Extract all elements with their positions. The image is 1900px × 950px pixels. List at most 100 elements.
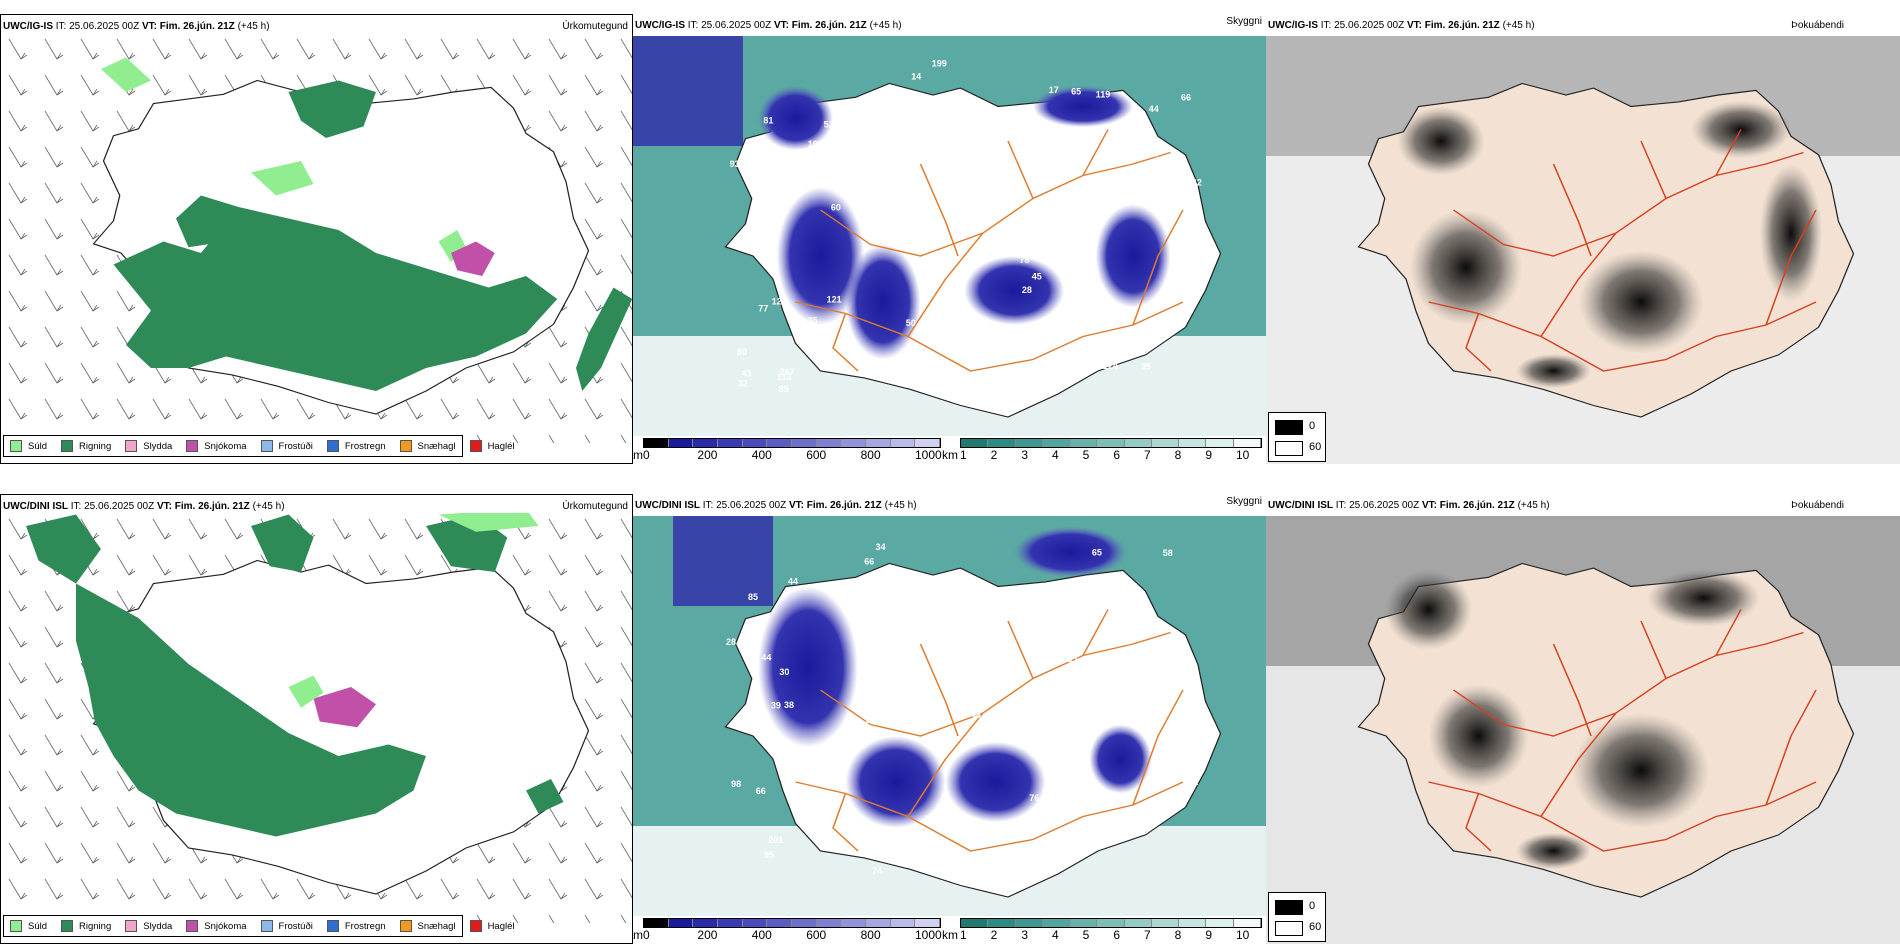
- legend-label: Slydda: [143, 920, 173, 932]
- legend-swatch: [326, 920, 339, 932]
- ceiling-value-label: 27: [756, 188, 766, 198]
- ceiling-value-label: 209: [957, 151, 972, 161]
- precip-title-row1: Úrkomutegund: [562, 21, 628, 32]
- cloud-header-row2: UWC/DINI ISL IT: 25.06.2025 00Z VT: Fim.…: [635, 500, 917, 511]
- legend-label: Rigning: [79, 920, 112, 932]
- ceiling-value-label: 107: [991, 613, 1006, 623]
- ceiling-value-label: 57: [918, 715, 928, 725]
- ceiling-blob: [945, 741, 1046, 823]
- legend-swatch: [186, 440, 199, 452]
- cloud-map-row1: 35 27 44 35 59 267 173 209 122 47 80 80 36 86 106 81 14 6…: [633, 36, 1266, 436]
- colorbar-tick: 7: [1144, 928, 1151, 942]
- visibility-unit: km: [942, 928, 958, 942]
- fog-header-row1: UWC/IG-IS IT: 25.06.2025 00Z VT: Fim. 26…: [1268, 20, 1535, 31]
- ceiling-value-label: 85: [748, 592, 758, 602]
- cloud-header-row1: UWC/IG-IS IT: 25.06.2025 00Z VT: Fim. 26…: [635, 20, 902, 31]
- colorbar-segment: [1233, 919, 1261, 927]
- fog-blob: [1516, 353, 1591, 389]
- ceiling-blob: [1089, 724, 1152, 794]
- legend-item: Snjókoma: [186, 920, 247, 932]
- colorbar-segment: [1015, 919, 1043, 927]
- ceiling-value-label: 42: [1068, 656, 1078, 666]
- ceiling-blob: [1014, 526, 1127, 578]
- rain-area-offshore: [576, 287, 632, 391]
- precip-legend-row1: Súld Rigning Slydda Snjókoma Frostúði Fr…: [3, 435, 515, 457]
- legend-label: Súld: [28, 920, 48, 932]
- snow-area: [451, 241, 495, 276]
- ceiling-value-label: 124: [1103, 361, 1118, 371]
- ceiling-value-label: 56: [994, 864, 1004, 874]
- legend-swatch: [125, 920, 138, 932]
- fog-panel-row1: UWC/IG-IS IT: 25.06.2025 00Z VT: Fim. 26…: [1266, 14, 1900, 464]
- rain-area: [288, 80, 376, 138]
- legend-swatch: [125, 440, 138, 452]
- legend-label: Snjókoma: [204, 440, 247, 452]
- ceiling-blob: [845, 736, 946, 828]
- colorbar-tick: 1000: [915, 928, 942, 942]
- legend-swatch: [260, 920, 273, 932]
- drizzle-area: [288, 675, 324, 708]
- ceiling-value-label: 65: [1092, 548, 1102, 558]
- colorbar-segment: [841, 439, 867, 447]
- ceiling-value-label: 953: [937, 576, 952, 586]
- ceiling-value-label: 44: [1048, 618, 1058, 628]
- legend-item: Snæhagl: [399, 440, 456, 452]
- colorbar-tick: 2: [990, 448, 998, 462]
- ceiling-value-label: 42: [1173, 160, 1183, 170]
- colorbar-segment: [644, 439, 669, 447]
- visibility-colorbar-row2: km 1 2 3 4 5 6 7 8 9 10: [942, 918, 1262, 942]
- ceiling-value-label: 58: [1163, 548, 1173, 558]
- colorbar-segment: [915, 919, 941, 927]
- ceiling-value-label: 125: [982, 865, 997, 875]
- ceiling-value-label: 43: [1186, 673, 1196, 683]
- ceiling-value-label: 199: [932, 59, 947, 69]
- legend-item: Súld: [10, 920, 47, 932]
- ceiling-value-label: 59: [1015, 134, 1025, 144]
- colorbar-segment: [693, 919, 719, 927]
- legend-item: Snæhagl: [399, 920, 456, 932]
- drizzle-area: [101, 57, 151, 92]
- ceiling-value-label: 36: [921, 119, 931, 129]
- ceiling-value-label: 28: [726, 637, 736, 647]
- ceiling-value-label: 42: [825, 357, 835, 367]
- ceiling-value-label: 47: [865, 157, 875, 167]
- colorbar-segment: [866, 439, 891, 447]
- ceiling-value-label: 35: [808, 316, 818, 326]
- drizzle-area: [438, 513, 539, 532]
- colorbar-tick: 600: [806, 448, 827, 462]
- ceiling-value-label: 72: [924, 814, 934, 824]
- legend-swatch: [61, 920, 74, 932]
- ceiling-value-label: 75: [1028, 856, 1038, 866]
- ceiling-value-label: 34: [1105, 671, 1115, 681]
- colorbar-segment: [890, 919, 916, 927]
- colorbar-tick: 4: [1052, 928, 1059, 942]
- ceiling-value-label: 113: [777, 372, 792, 382]
- low-cloud-area: [633, 36, 743, 146]
- ceiling-value-label: 48: [971, 710, 981, 720]
- legend-item: Súld: [10, 440, 47, 452]
- colorbar-tick: 4: [1052, 448, 1059, 462]
- colorbar-segment: [718, 919, 743, 927]
- ceiling-value-label: 32: [738, 378, 748, 388]
- colorbar-segment: [1070, 439, 1098, 447]
- colorbar-tick: 3: [1021, 448, 1029, 462]
- fog-legend-row1: 0 60: [1268, 412, 1326, 462]
- colorbar-tick: 6: [1113, 928, 1121, 942]
- colorbar-segment: [693, 439, 719, 447]
- ceiling-value-label: 121: [827, 295, 842, 305]
- legend-label: Frostregn: [344, 440, 386, 452]
- colorbar-segment: [1042, 919, 1071, 927]
- legend-item: Frostregn: [326, 440, 386, 452]
- ceiling-value-label: 44: [788, 576, 798, 586]
- fog-blob: [1409, 210, 1523, 325]
- ceiling-value-label: 14: [911, 71, 921, 81]
- ceiling-value-label: 105: [906, 205, 921, 215]
- ceiling-value-label: 116: [750, 722, 765, 732]
- precip-header-row1: UWC/IG-IS IT: 25.06.2025 00Z VT: Fim. 26…: [3, 21, 270, 32]
- rain-area: [176, 195, 239, 248]
- ceiling-value-label: 80: [812, 333, 822, 343]
- ceiling-value-label: 40: [960, 380, 970, 390]
- ceiling-value-label: 66: [864, 557, 874, 567]
- ceiling-value-label: 73: [1148, 149, 1158, 159]
- legend-swatch: [469, 440, 482, 452]
